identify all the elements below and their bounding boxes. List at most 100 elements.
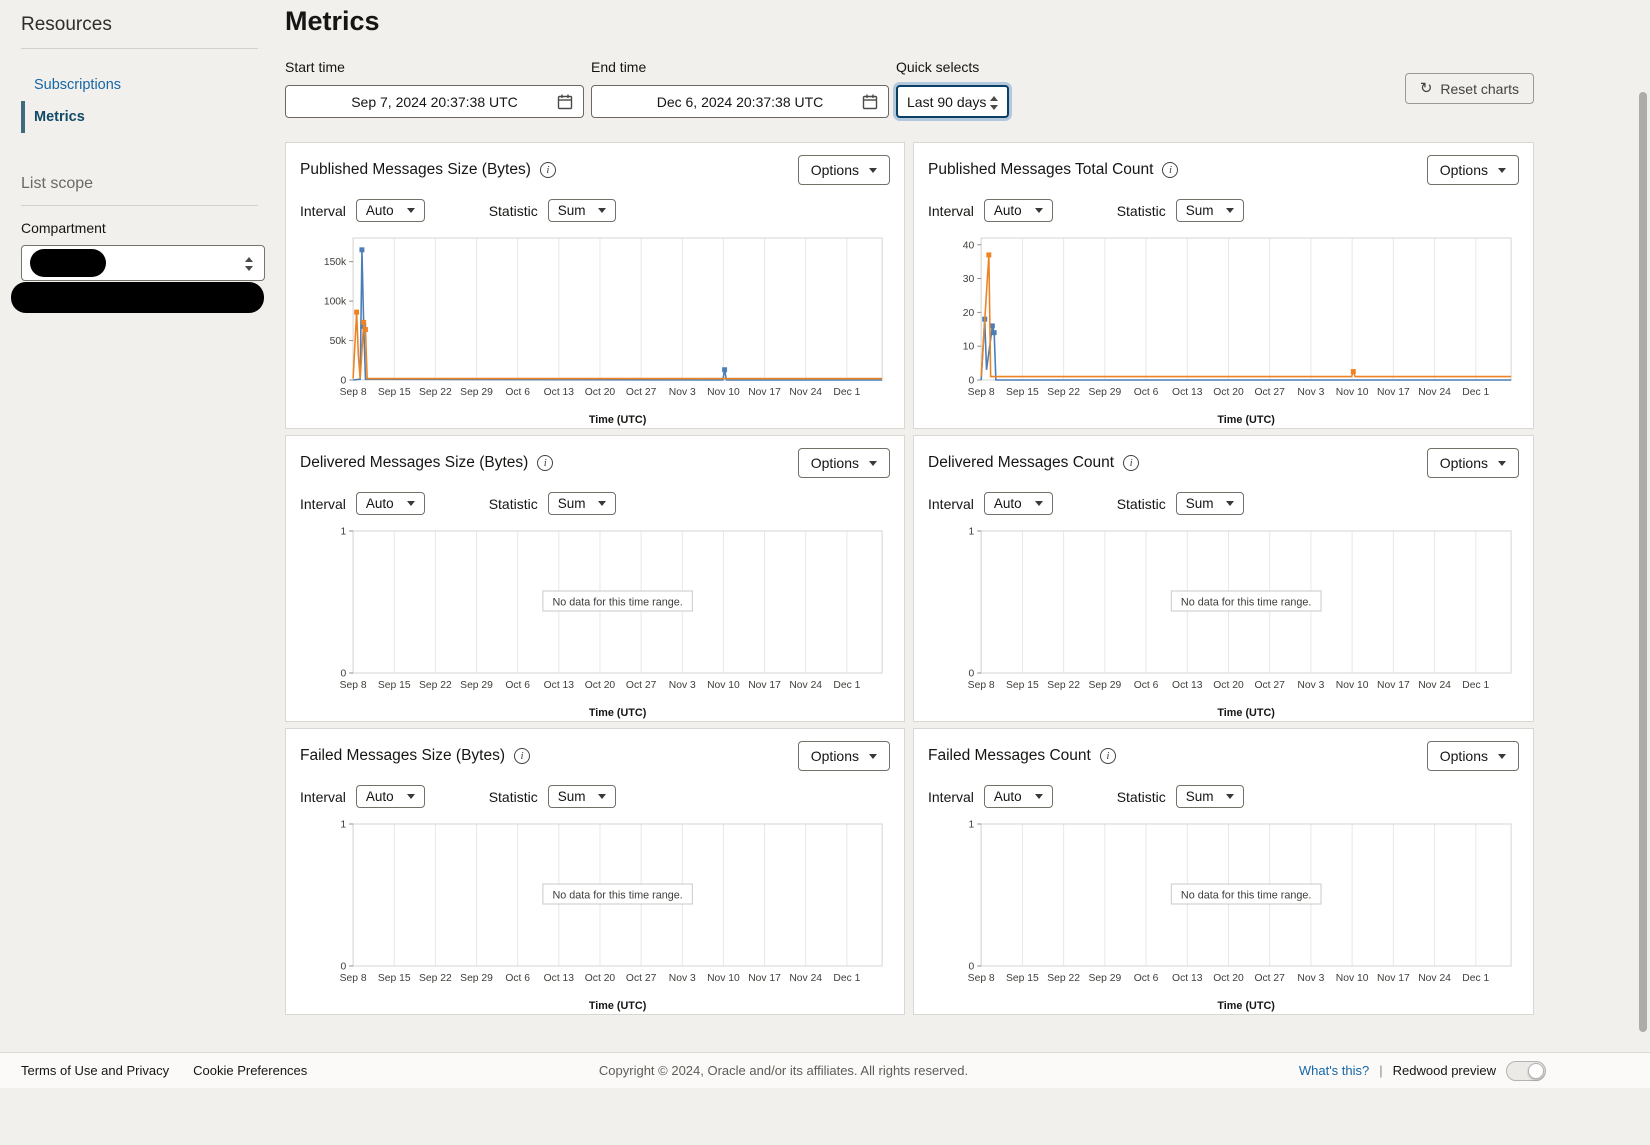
redaction-blob bbox=[11, 282, 264, 313]
charts-grid: Published Messages Size (Bytes) i Option… bbox=[285, 142, 1534, 1015]
sidebar-item-metrics[interactable]: Metrics bbox=[21, 101, 258, 133]
chart-canvas: Sep 8 Sep 15 Sep 22 Sep 29 Oct 6 Oct 13 Oct 20… bbox=[968, 526, 1512, 719]
compartment-select[interactable] bbox=[21, 245, 265, 281]
statistic-select[interactable]: Sum bbox=[547, 492, 617, 515]
redwood-preview-toggle[interactable] bbox=[1506, 1060, 1546, 1081]
svg-text:Sep 15: Sep 15 bbox=[378, 680, 411, 691]
svg-text:Oct 20: Oct 20 bbox=[585, 973, 616, 984]
scrollbar-thumb[interactable] bbox=[1639, 92, 1647, 1032]
statistic-select[interactable]: Sum bbox=[547, 785, 617, 808]
info-icon[interactable]: i bbox=[1123, 455, 1140, 471]
svg-text:Sep 22: Sep 22 bbox=[1047, 387, 1080, 398]
interval-select[interactable]: Auto bbox=[355, 199, 425, 222]
caret-down-icon bbox=[406, 794, 415, 799]
svg-text:Nov 3: Nov 3 bbox=[1297, 387, 1324, 398]
svg-text:Nov 24: Nov 24 bbox=[1418, 680, 1451, 691]
caret-down-icon bbox=[406, 501, 415, 506]
options-button[interactable]: Options bbox=[1426, 155, 1519, 185]
svg-text:Dec 1: Dec 1 bbox=[833, 973, 860, 984]
svg-text:Oct 27: Oct 27 bbox=[1254, 387, 1285, 398]
statistic-value: Sum bbox=[557, 496, 586, 511]
info-icon[interactable]: i bbox=[537, 455, 554, 471]
caret-down-icon bbox=[1226, 501, 1235, 506]
start-time-input[interactable]: Sep 7, 2024 20:37:38 UTC bbox=[285, 85, 584, 118]
info-glyph: i bbox=[1106, 749, 1110, 762]
page-title: Metrics bbox=[285, 6, 380, 36]
svg-text:No data for this time range.: No data for this time range. bbox=[1181, 889, 1312, 901]
whats-this-link[interactable]: What's this? bbox=[1298, 1063, 1370, 1078]
chart-title: Failed Messages Count bbox=[928, 747, 1091, 764]
toggle-knob bbox=[1528, 1062, 1544, 1079]
time-controls: Start time Sep 7, 2024 20:37:38 UTC End … bbox=[285, 59, 1534, 118]
statistic-select[interactable]: Sum bbox=[1175, 785, 1245, 808]
svg-text:0: 0 bbox=[969, 668, 975, 679]
svg-text:Sep 22: Sep 22 bbox=[419, 680, 452, 691]
chart-card-delivered-size: Delivered Messages Size (Bytes) i Option… bbox=[285, 435, 905, 722]
svg-text:150k: 150k bbox=[324, 257, 347, 268]
svg-text:Time (UTC): Time (UTC) bbox=[1217, 707, 1275, 719]
svg-text:Nov 3: Nov 3 bbox=[1297, 973, 1324, 984]
chart-canvas: Sep 8 Sep 15 Sep 22 Sep 29 Oct 6 Oct 13 Oct 20… bbox=[324, 237, 883, 426]
statistic-select[interactable]: Sum bbox=[1175, 199, 1245, 222]
svg-text:Sep 8: Sep 8 bbox=[340, 973, 367, 984]
svg-text:Oct 13: Oct 13 bbox=[544, 387, 575, 398]
interval-select[interactable]: Auto bbox=[983, 492, 1053, 515]
calendar-icon[interactable] bbox=[862, 94, 878, 110]
svg-text:Sep 22: Sep 22 bbox=[419, 387, 452, 398]
options-button[interactable]: Options bbox=[797, 448, 890, 478]
chart-canvas: Sep 8 Sep 15 Sep 22 Sep 29 Oct 6 Oct 13 Oct 20… bbox=[340, 526, 883, 719]
terms-of-use-link[interactable]: Terms of Use and Privacy bbox=[21, 1063, 170, 1078]
interval-select[interactable]: Auto bbox=[983, 785, 1053, 808]
statistic-select[interactable]: Sum bbox=[547, 199, 617, 222]
svg-text:Oct 6: Oct 6 bbox=[505, 680, 530, 691]
svg-text:0: 0 bbox=[340, 668, 346, 679]
interval-value: Auto bbox=[365, 789, 394, 804]
svg-text:Oct 6: Oct 6 bbox=[1134, 387, 1159, 398]
quick-selects-field: Quick selects Last 90 days bbox=[896, 59, 1009, 118]
end-time-input[interactable]: Dec 6, 2024 20:37:38 UTC bbox=[591, 85, 889, 118]
chart-title: Delivered Messages Count bbox=[928, 454, 1115, 471]
info-glyph: i bbox=[1129, 456, 1133, 469]
svg-text:Oct 6: Oct 6 bbox=[1134, 973, 1159, 984]
main-content: Metrics Start time Sep 7, 2024 20:37:38 … bbox=[285, 0, 1534, 1015]
svg-text:Oct 20: Oct 20 bbox=[1213, 680, 1244, 691]
svg-text:30: 30 bbox=[963, 274, 975, 285]
reset-charts-button[interactable]: ↻ Reset charts bbox=[1404, 73, 1534, 104]
cookie-preferences-link[interactable]: Cookie Preferences bbox=[193, 1063, 308, 1078]
svg-text:Sep 15: Sep 15 bbox=[1006, 387, 1039, 398]
svg-text:Nov 17: Nov 17 bbox=[748, 973, 781, 984]
svg-text:Nov 10: Nov 10 bbox=[1336, 680, 1369, 691]
statistic-label: Statistic bbox=[488, 202, 538, 219]
statistic-select[interactable]: Sum bbox=[1175, 492, 1245, 515]
select-updown-icon bbox=[990, 96, 998, 110]
options-button[interactable]: Options bbox=[1426, 448, 1519, 478]
info-icon[interactable]: i bbox=[539, 162, 556, 178]
svg-text:Sep 29: Sep 29 bbox=[1088, 387, 1121, 398]
svg-text:Dec 1: Dec 1 bbox=[1462, 973, 1489, 984]
reset-charts-label: Reset charts bbox=[1440, 80, 1519, 97]
chart-canvas: Sep 8 Sep 15 Sep 22 Sep 29 Oct 6 Oct 13 Oct 20… bbox=[963, 237, 1512, 426]
svg-text:Nov 17: Nov 17 bbox=[1377, 387, 1410, 398]
interval-select[interactable]: Auto bbox=[355, 785, 425, 808]
options-button[interactable]: Options bbox=[797, 155, 890, 185]
statistic-label: Statistic bbox=[488, 495, 538, 512]
svg-text:Time (UTC): Time (UTC) bbox=[589, 707, 647, 719]
svg-text:Oct 6: Oct 6 bbox=[505, 387, 530, 398]
caret-down-icon bbox=[1034, 208, 1043, 213]
info-icon[interactable]: i bbox=[1162, 162, 1179, 178]
info-icon[interactable]: i bbox=[514, 748, 531, 764]
svg-text:Oct 27: Oct 27 bbox=[626, 973, 657, 984]
info-icon[interactable]: i bbox=[1099, 748, 1116, 764]
svg-text:Dec 1: Dec 1 bbox=[833, 387, 860, 398]
options-button[interactable]: Options bbox=[1426, 741, 1519, 771]
interval-select[interactable]: Auto bbox=[355, 492, 425, 515]
calendar-icon[interactable] bbox=[557, 94, 573, 110]
chart-card-failed-size: Failed Messages Size (Bytes) i Options I… bbox=[285, 728, 905, 1015]
interval-select[interactable]: Auto bbox=[983, 199, 1053, 222]
divider bbox=[21, 48, 258, 49]
svg-text:Sep 22: Sep 22 bbox=[1047, 680, 1080, 691]
options-button[interactable]: Options bbox=[797, 741, 890, 771]
chart-title: Delivered Messages Size (Bytes) bbox=[300, 454, 529, 471]
sidebar-item-subscriptions[interactable]: Subscriptions bbox=[34, 77, 122, 93]
quick-selects-dropdown[interactable]: Last 90 days bbox=[896, 85, 1009, 118]
